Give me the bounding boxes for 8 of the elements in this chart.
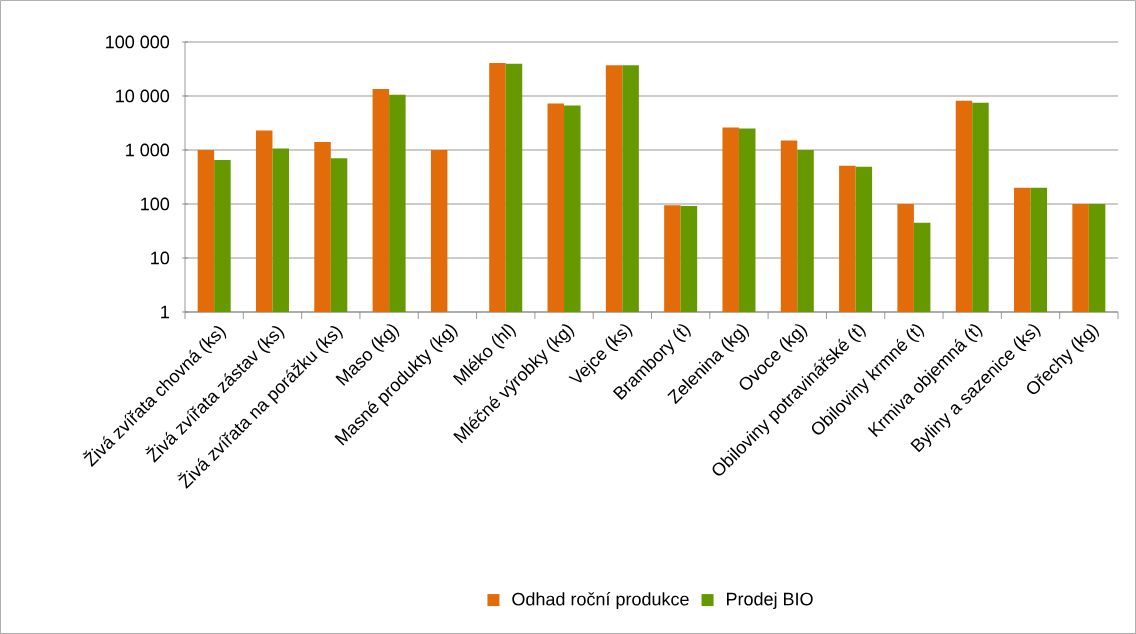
legend-label: Odhad roční produkce — [512, 592, 689, 610]
y-tick-label: 100 — [141, 197, 170, 211]
y-tick-label: 100 000 — [106, 35, 170, 49]
y-tick-label: 10 — [151, 251, 170, 265]
y-tick-label: 1 000 — [126, 143, 170, 157]
y-tick-label: 1 — [161, 305, 169, 319]
legend-label: Prodej BIO — [727, 592, 813, 609]
y-tick-label: 10 000 — [116, 89, 170, 103]
